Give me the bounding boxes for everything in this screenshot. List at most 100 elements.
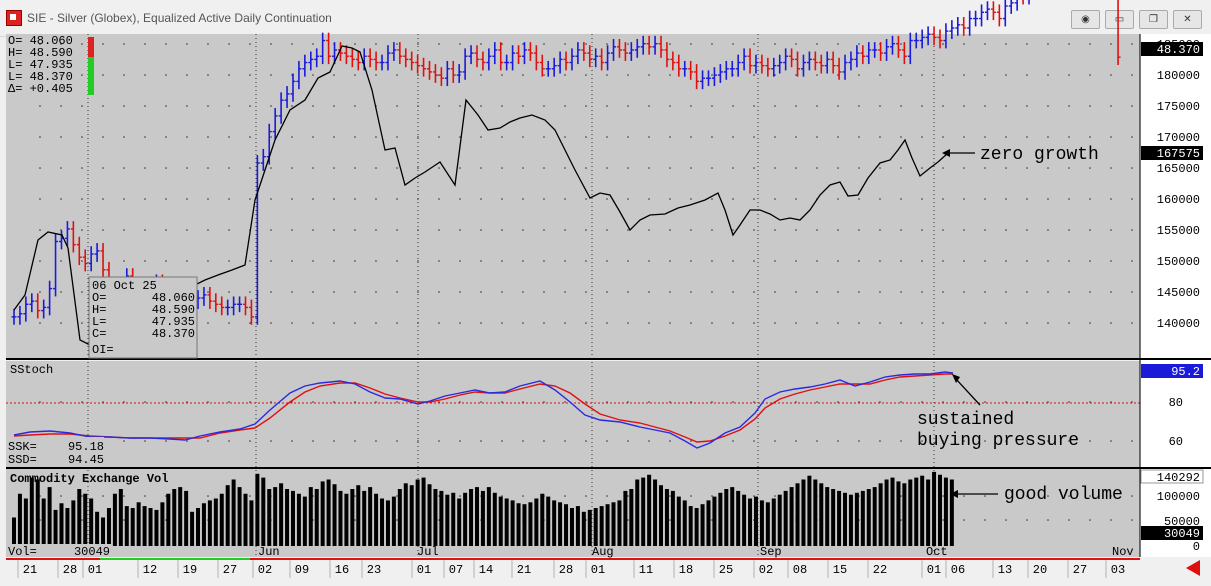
volume-bar [807, 475, 812, 546]
x-tick-label: 13 [998, 563, 1012, 577]
volume-bar [498, 496, 503, 546]
price-bar [254, 155, 260, 325]
volume-bar [469, 489, 474, 546]
price-bar [901, 42, 907, 65]
volume-bar [753, 496, 758, 546]
volume-bar [878, 483, 883, 546]
app-icon [6, 10, 22, 26]
volume-bar [29, 477, 34, 546]
price-bar [492, 42, 498, 65]
ohlc-h: H= 48.590 [8, 46, 73, 60]
data-window [88, 276, 198, 359]
arrowhead-sustained [952, 374, 960, 383]
price-bar [895, 35, 901, 58]
stoch-marker: 95.2 [1171, 365, 1200, 379]
volume-bar [421, 477, 426, 546]
price-bar [450, 60, 456, 83]
volume-bar [611, 502, 616, 546]
price-bar [688, 60, 694, 80]
volume-bar [47, 487, 52, 546]
volume-bar [71, 500, 76, 546]
volume-bar [136, 502, 141, 546]
volume-bar [730, 487, 735, 546]
price-bar [705, 70, 711, 87]
x-tick-label: 01 [417, 563, 431, 577]
restore-button[interactable]: ❐ [1139, 10, 1168, 29]
x-tick-label: 20 [1033, 563, 1047, 577]
stoch-title: SStoch [10, 363, 53, 377]
range-bar-green [88, 57, 94, 95]
ohlc-delta: Δ= +0.405 [8, 82, 73, 96]
volume-bar [670, 490, 675, 546]
price-bar [949, 20, 955, 39]
price-bar [931, 26, 937, 46]
price-bar [521, 42, 527, 65]
dw-date: 06 Oct 25 [92, 279, 157, 293]
price-bar [207, 287, 213, 310]
x-tick-label: 03 [1111, 563, 1125, 577]
stoch-values-box [6, 437, 104, 467]
price-bar [670, 51, 676, 71]
minimize-button[interactable]: ▭ [1105, 10, 1134, 29]
x-tick-label: 07 [449, 563, 463, 577]
price-bar [634, 38, 640, 58]
price-bar [47, 280, 53, 316]
dw-l-label: L= [92, 315, 106, 329]
price-bar [278, 92, 284, 124]
price-bar [373, 51, 379, 71]
price-bar [1014, 0, 1018, 11]
volume-bar [718, 492, 723, 546]
price-bar [29, 293, 35, 313]
close-button[interactable]: ✕ [1173, 10, 1202, 29]
price-bar [41, 299, 47, 319]
volume-bar [106, 508, 111, 546]
price-bar [913, 32, 919, 49]
price-bar [735, 54, 741, 77]
stoch-tick-60: 60 [1169, 435, 1183, 449]
scroll-left-arrow-icon[interactable] [1186, 560, 1200, 576]
price-bar [94, 243, 100, 262]
volume-bar [338, 490, 343, 546]
dw-l: 47.935 [152, 315, 195, 329]
price-bar [955, 16, 961, 36]
month-label: Nov [1112, 545, 1134, 559]
arrowhead-good-volume [950, 490, 958, 498]
vol-value-box [6, 544, 112, 557]
x-tick-label: 02 [258, 563, 272, 577]
volume-bar [552, 500, 557, 546]
dw-h-label: H= [92, 303, 106, 317]
price-bar [622, 42, 628, 61]
volume-bar [474, 487, 479, 546]
line-marker-box [1141, 146, 1203, 160]
volume-bar [148, 508, 153, 546]
dw-o: 48.060 [152, 291, 195, 305]
range-bar-red [88, 37, 94, 57]
volume-bar [884, 479, 889, 546]
volume-bar [154, 509, 159, 546]
volume-bar [231, 479, 236, 546]
price-bar [498, 42, 504, 71]
ssd-line [13, 373, 953, 443]
line-marker: 167575 [1157, 147, 1200, 161]
volume-bar [843, 492, 848, 546]
volume-bar [659, 485, 664, 546]
price-tick-label: 155000 [1157, 224, 1200, 238]
record-button[interactable]: ◉ [1071, 10, 1100, 29]
price-bar [379, 54, 385, 71]
price-bar [640, 35, 646, 55]
price-bar [88, 246, 94, 272]
x-tick-label: 01 [591, 563, 605, 577]
volume-bar [65, 508, 70, 546]
stoch-marker-box [1141, 364, 1203, 378]
vol-value: 30049 [74, 545, 110, 559]
x-tick-label: 01 [88, 563, 102, 577]
volume-bar [23, 498, 28, 546]
volume-bar [433, 489, 438, 546]
dw-c: 48.370 [152, 327, 195, 341]
price-bar [575, 42, 581, 65]
volume-bar [706, 500, 711, 546]
x-tick-label: 21 [23, 563, 37, 577]
price-bar [314, 48, 320, 68]
volume-bar [736, 490, 741, 546]
volume-bar [854, 492, 859, 546]
